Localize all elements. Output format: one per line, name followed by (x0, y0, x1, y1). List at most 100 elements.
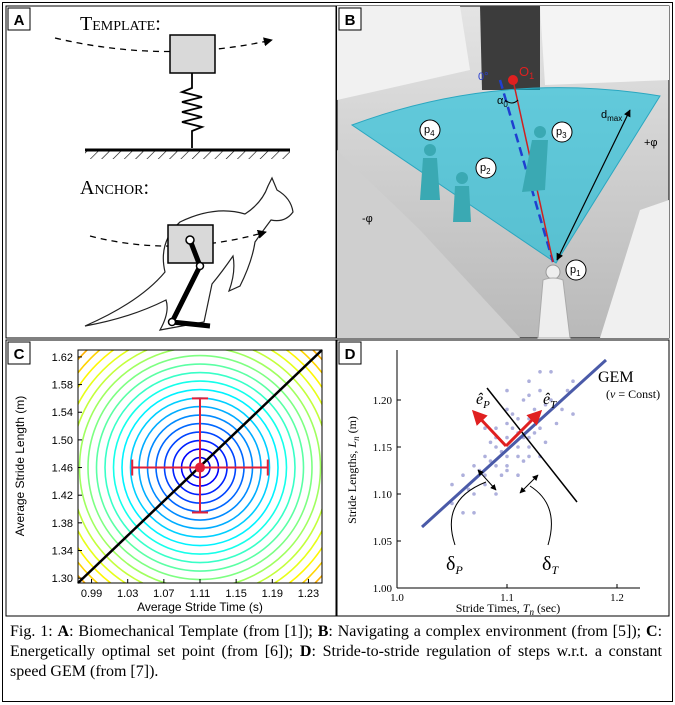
ylabel-text: Stride Lengths, (345, 448, 359, 524)
minus-phi: -φ (362, 213, 373, 225)
goal-point (508, 75, 518, 85)
scatter-point (461, 473, 465, 477)
scatter-point (549, 370, 553, 374)
scatter-point (522, 398, 526, 402)
y-tick-label: 1.54 (52, 407, 73, 419)
panel-label: B (345, 12, 356, 29)
scatter-point (505, 389, 509, 393)
anchor-label: Anchor: (80, 177, 149, 199)
y-tick-label: 1.05 (373, 536, 393, 548)
x-tick-label: 1.11 (190, 588, 211, 600)
scatter-point (483, 455, 487, 459)
caption-part: D (300, 643, 312, 660)
panel-a: A Template: Anchor: (6, 6, 336, 338)
origin-main: O (519, 64, 529, 79)
plus-phi: +φ (644, 137, 658, 149)
ylabel-unit: (m) (345, 416, 359, 436)
scatter-point (527, 455, 531, 459)
scatter-point (472, 464, 476, 468)
joint (186, 236, 194, 244)
xlabel-unit: (sec) (534, 601, 560, 615)
scatter-point (511, 426, 515, 430)
caption-part: B (318, 623, 329, 640)
pedestrian (424, 144, 436, 156)
gem-note-post: = Const) (615, 387, 660, 401)
scatter-point (461, 511, 465, 515)
e-t-sub: T (550, 399, 557, 411)
scatter-point (505, 436, 509, 440)
x-tick-label: 1.03 (117, 588, 138, 600)
scatter-point (516, 473, 520, 477)
caption-part: C (646, 623, 658, 640)
y-tick-label: 1.58 (52, 380, 73, 392)
y-tick-label: 1.15 (373, 442, 393, 454)
caption-part: : Biomechanical Template (from [1]); (69, 623, 318, 640)
scatter-point (555, 422, 559, 426)
panel-label: A (14, 12, 25, 29)
x-tick-label: 1.19 (262, 588, 283, 600)
joint (169, 319, 176, 326)
scatter-point (544, 441, 548, 445)
scatter-point (522, 459, 526, 463)
y-axis-label: Stride Lengths, Ln (m) (345, 416, 361, 524)
optimum-point (195, 463, 205, 473)
alpha-sub: 0 (503, 100, 508, 109)
person-sub: 1 (576, 269, 581, 278)
gem-note: (v = Const) (606, 387, 660, 401)
delta-p-main: δ (446, 553, 455, 575)
y-tick-label: 1.50 (52, 435, 73, 447)
scatter-point (505, 464, 509, 468)
x-tick-label: 0.99 (81, 588, 102, 600)
y-tick-label: 1.46 (52, 463, 73, 475)
scatter-point (527, 445, 531, 449)
pedestrian (453, 186, 471, 222)
origin-sub: 1 (529, 71, 534, 81)
figure: A Template: Anchor: (0, 0, 675, 620)
panel-label: C (14, 346, 25, 363)
scatter-point (472, 492, 476, 496)
scatter-point (538, 370, 542, 374)
x-tick-label: 1.15 (225, 588, 246, 600)
scatter-point (505, 469, 509, 473)
scatter-point (489, 441, 493, 445)
wall (540, 6, 669, 85)
y-tick-label: 1.20 (373, 395, 393, 407)
scatter-point (505, 422, 509, 426)
scatter-point (494, 445, 498, 449)
scatter-point (560, 408, 564, 412)
gem-label: GEM (598, 369, 634, 386)
template-label: Template: (80, 13, 161, 35)
scatter-point (527, 394, 531, 398)
person-sub: 4 (430, 129, 435, 138)
y-tick-label: 1.42 (52, 490, 73, 502)
panel-b: 0° O1 α0 dmax +φ -φ p1p2p3p4 B (337, 6, 669, 338)
x-tick-label: 1.07 (153, 588, 174, 600)
y-tick-label: 1.00 (373, 583, 393, 595)
caption: Fig. 1: A: Biomechanical Template (from … (10, 622, 662, 682)
mass (170, 35, 215, 73)
scatter-point (511, 412, 515, 416)
scatter-point (527, 379, 531, 383)
dmax-sub: max (607, 114, 622, 123)
scatter-point (494, 492, 498, 496)
panel-d: GEM (v = Const) êP êT δP δT Stride Times… (337, 340, 669, 617)
e-p-sub: P (482, 399, 490, 411)
y-tick-label: 1.30 (52, 573, 73, 585)
delta-p-sub: P (454, 563, 463, 577)
caption-part: Fig. 1: (10, 623, 58, 640)
x-tick-label: 1.1 (500, 592, 514, 604)
y-tick-label: 1.62 (52, 352, 73, 364)
caption-part: : Navigating a complex environment (from… (328, 623, 646, 640)
x-tick-label: 1.2 (610, 592, 624, 604)
scatter-point (472, 511, 476, 515)
x-axis-label: Average Stride Time (s) (137, 600, 263, 614)
caption-part: A (58, 623, 70, 640)
agent (546, 265, 560, 279)
scatter-point (516, 445, 520, 449)
scatter-point (571, 412, 575, 416)
x-tick-label: 1.23 (298, 588, 319, 600)
delta-t-main: δ (542, 553, 551, 575)
scatter-point (571, 379, 575, 383)
y-tick-label: 1.38 (52, 518, 73, 530)
y-axis-label: Average Stride Length (m) (13, 396, 27, 537)
